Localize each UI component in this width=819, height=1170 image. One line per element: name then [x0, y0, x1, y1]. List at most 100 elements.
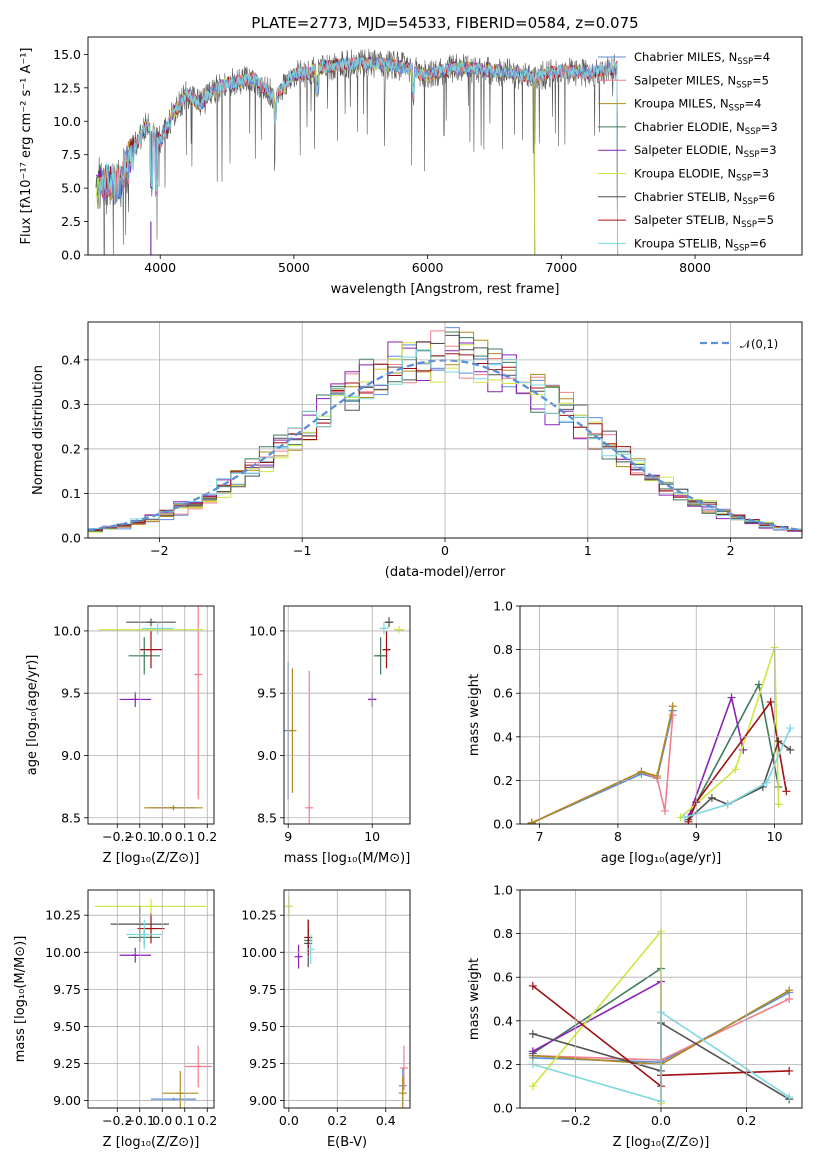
mass-weight-point	[668, 702, 677, 711]
y-tick-label: 12.5	[53, 80, 81, 95]
y-tick-label: 9.75	[249, 982, 277, 997]
mass-weight-line	[684, 727, 792, 819]
x-tick-label: 0.1	[175, 829, 195, 844]
y-tick-label: 10.0	[53, 623, 81, 638]
x-tick-label: −0.2	[102, 829, 132, 844]
x-axis-label: (data-model)/error	[385, 565, 506, 580]
y-tick-label: 8.5	[257, 810, 277, 825]
mass-weight-point	[731, 765, 740, 774]
y-tick-label: 0.6	[493, 970, 513, 985]
spectrum-line	[98, 56, 619, 255]
x-tick-label: −0.2	[102, 1113, 132, 1128]
y-tick-label: 9.25	[249, 1056, 277, 1071]
x-tick-label: −2	[150, 543, 168, 558]
x-tick-label: 2	[727, 543, 735, 558]
spectrum-line	[95, 56, 536, 255]
mass-weight-point	[660, 806, 669, 815]
y-tick-label: 0.4	[61, 352, 81, 367]
mass-weight-point	[786, 724, 795, 733]
y-axis-label: mass weight	[467, 958, 482, 1040]
y-tick-label: 9.00	[249, 1093, 277, 1108]
x-tick-label: 7	[536, 829, 544, 844]
x-tick-label: 0.2	[197, 829, 217, 844]
axes-frame	[519, 605, 803, 825]
x-tick-label: 0.2	[197, 1113, 217, 1128]
mass-weight-point	[680, 813, 689, 822]
x-tick-label: 5000	[278, 260, 310, 275]
spectrum-line	[95, 56, 536, 255]
plot-area	[284, 895, 408, 1108]
y-tick-label: 9.25	[53, 1056, 81, 1071]
x-tick-label: 0.0	[152, 1113, 172, 1128]
y-tick-label: 10.25	[241, 908, 277, 923]
y-tick-label: 0.0	[493, 817, 513, 832]
y-tick-label: 9.50	[249, 1019, 277, 1034]
y-tick-label: 0.4	[493, 729, 513, 744]
y-tick-label: 0.0	[61, 248, 81, 263]
x-tick-label: 6000	[412, 260, 444, 275]
axes-frame	[283, 889, 411, 1109]
x-tick-label: −0.1	[125, 829, 155, 844]
x-tick-label: 9	[692, 829, 700, 844]
y-tick-label: 0.8	[493, 642, 513, 657]
mass-weight-point	[762, 778, 771, 787]
y-tick-label: 10.00	[45, 945, 81, 960]
axes-frame	[87, 321, 803, 539]
x-axis-label: Z [log₁₀(Z/Z⊙)]	[613, 1135, 710, 1150]
mass-weight-point	[528, 981, 537, 990]
mass-weight-line	[687, 699, 788, 823]
x-tick-label: 0.2	[327, 1113, 347, 1128]
x-tick-label: 0.2	[737, 1113, 757, 1128]
x-tick-label: 0.0	[152, 829, 172, 844]
x-tick-label: 0.0	[651, 1113, 671, 1128]
legend-label: Salpeter ELODIE, NSSP=3	[634, 143, 777, 160]
mass-weight-point	[785, 995, 794, 1003]
mass-weight-point	[528, 1082, 537, 1091]
y-tick-label: 0.2	[61, 441, 81, 456]
y-tick-label: 0.6	[493, 686, 513, 701]
y-tick-label: 0.4	[493, 1013, 513, 1028]
y-tick-label: 5.0	[61, 181, 81, 196]
y-tick-label: 0.2	[493, 773, 513, 788]
mass-weight-line	[687, 739, 791, 821]
y-tick-label: 10.0	[249, 623, 277, 638]
mass-weight-point	[684, 817, 693, 824]
x-axis-label: Z [log₁₀(Z/Z⊙)]	[103, 1135, 200, 1150]
legend-label: Chabrier STELIB, NSSP=6	[634, 190, 775, 207]
y-tick-label: 8.5	[61, 810, 81, 825]
y-tick-label: 1.0	[493, 599, 513, 614]
y-tick-label: 0.2	[493, 1057, 513, 1072]
y-tick-label: 9.5	[257, 686, 277, 701]
mass-weight-point	[785, 1066, 794, 1075]
legend-label: Chabrier MILES, NSSP=4	[634, 50, 770, 67]
axes-frame	[87, 605, 215, 825]
mass-weight-point	[786, 745, 795, 754]
x-tick-label: 8000	[679, 260, 711, 275]
x-axis-label: mass [log₁₀(M/M⊙)]	[284, 851, 411, 866]
y-axis-label: age [log₁₀(age/yr)]	[25, 655, 40, 776]
x-tick-label: 0.1	[175, 1113, 195, 1128]
x-axis-label: Z [log₁₀(Z/Z⊙)]	[103, 851, 200, 866]
legend-label: Kroupa STELIB, NSSP=6	[634, 236, 766, 253]
spectrum-line	[95, 49, 618, 255]
mass-weight-point	[637, 767, 646, 776]
axes-frame	[87, 889, 215, 1109]
axes-frame	[87, 36, 803, 256]
mass-weight-line	[680, 647, 780, 819]
mass-weight-point	[754, 680, 763, 689]
x-tick-label: 10	[364, 829, 380, 844]
y-axis-label: Normed distribution	[31, 365, 46, 495]
legend-label: Salpeter STELIB, NSSP=5	[634, 213, 774, 230]
y-axis-label: Flux [fλ10⁻¹⁷ erg cm⁻² s⁻¹ A⁻¹]	[19, 48, 34, 245]
spectrum-title: PLATE=2773, MJD=54533, FIBERID=0584, z=0…	[251, 14, 638, 32]
mass-weight-line	[531, 714, 674, 824]
x-tick-label: −1	[293, 543, 311, 558]
x-tick-label: 4000	[144, 260, 176, 275]
x-tick-label: 9	[284, 829, 292, 844]
y-tick-label: 15.0	[53, 47, 81, 62]
y-tick-label: 0.1	[61, 486, 81, 501]
y-tick-label: 9.00	[53, 1093, 81, 1108]
x-tick-label: 7000	[545, 260, 577, 275]
axes-frame	[283, 605, 411, 825]
